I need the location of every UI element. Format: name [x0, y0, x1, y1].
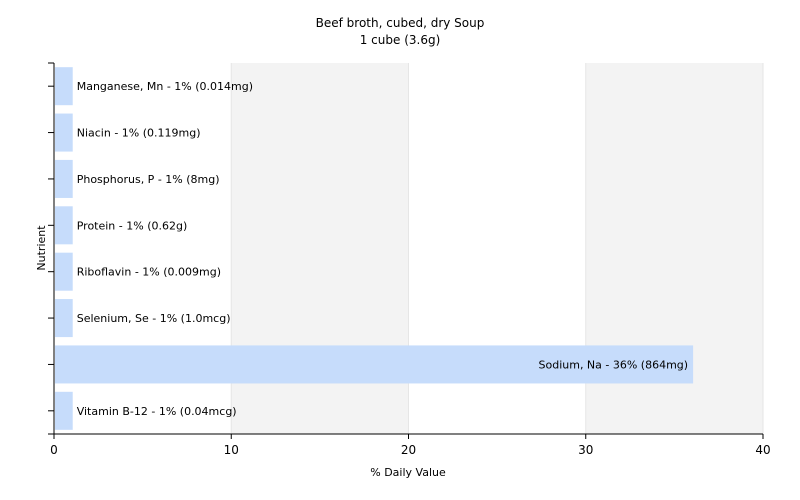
bar [55, 159, 73, 198]
bar-label: Manganese, Mn - 1% (0.014mg) [77, 80, 253, 93]
y-axis-title: Nutrient [35, 225, 48, 271]
bar-label: Riboflavin - 1% (0.009mg) [77, 266, 221, 279]
bar [55, 67, 73, 106]
x-axis-title: % Daily Value [370, 466, 446, 479]
bar-label: Niacin - 1% (0.119mg) [77, 127, 201, 140]
axes: 0 10 20 30 40 [48, 62, 771, 457]
x-tick-label: 10 [224, 443, 239, 457]
chart-title: Beef broth, cubed, dry Soup [316, 16, 485, 30]
x-tick-label: 0 [50, 443, 58, 457]
bar-label: Vitamin B-12 - 1% (0.04mcg) [77, 405, 237, 418]
x-tick-label: 40 [755, 443, 770, 457]
bars: Manganese, Mn - 1% (0.014mg) Niacin - 1% … [55, 67, 694, 430]
bar [55, 299, 73, 338]
chart-subtitle: 1 cube (3.6g) [360, 33, 441, 47]
bar-label: Sodium, Na - 36% (864mg) [539, 358, 689, 371]
bar [55, 252, 73, 291]
bar [55, 345, 694, 384]
x-tick-label: 20 [401, 443, 416, 457]
bar-label: Protein - 1% (0.62g) [77, 219, 188, 232]
bar-label: Selenium, Se - 1% (1.0mcg) [77, 312, 231, 325]
bar [55, 113, 73, 152]
bar [55, 206, 73, 245]
bar [55, 391, 73, 430]
bar-label: Phosphorus, P - 1% (8mg) [77, 173, 220, 186]
x-tick-label: 30 [578, 443, 593, 457]
